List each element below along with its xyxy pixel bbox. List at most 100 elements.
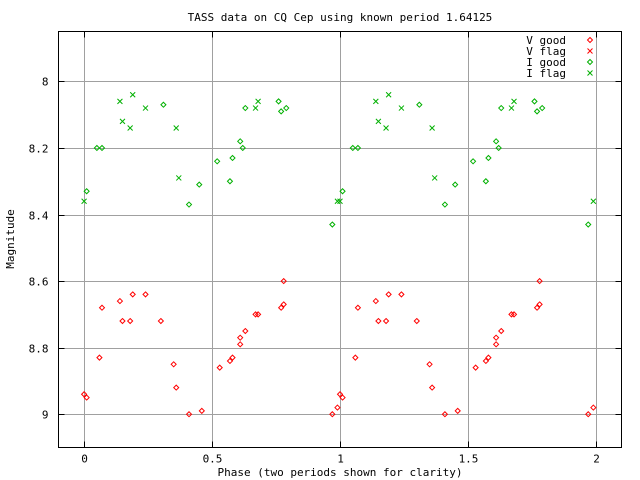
i-good-point [229,154,236,162]
legend-marker-i-good [586,58,594,66]
v-good-point [372,297,380,305]
x-axis-label: Phase (two periods shown for clarity) [217,466,462,479]
i-good-point [495,144,502,152]
i-flag-point [511,98,517,105]
i-good-point [485,154,492,162]
i-flag-point [334,198,341,205]
i-good-point [275,98,282,105]
v-good-point [254,311,262,318]
x-tick-label: 2 [593,453,600,466]
v-good-point [536,301,543,308]
i-good-point [236,138,244,145]
i-good-point [329,221,336,228]
i-flag-point [81,198,87,205]
v-good-point [339,394,346,401]
i-good-point [213,158,221,165]
i-good-point [498,104,505,112]
i-flag-point [255,98,261,105]
v-good-point [198,407,206,415]
y-tick-label: 8.6 [29,276,49,289]
v-good-point [280,301,287,308]
i-good-point [283,104,290,112]
v-good-point [590,404,597,411]
i-good-point [469,158,477,165]
v-good-point [277,304,285,311]
i-good-point [349,144,357,152]
legend-marker-i-flag [587,70,593,76]
v-good-point [252,311,259,318]
i-flag-point [429,125,435,131]
i-good-point [226,178,234,185]
v-good-point [336,391,344,398]
v-good-point [428,384,436,391]
v-good-point [98,304,106,311]
legend-marker-v-good [586,36,594,44]
i-good-point [93,144,101,152]
i-flag-point [508,105,515,111]
v-good-point [185,411,193,418]
v-good-point [533,304,541,311]
v-good-point [382,317,390,325]
chart-title: TASS data on CQ Cep using known period 1… [188,11,493,24]
i-flag-point [590,198,597,205]
i-good-point [492,138,500,145]
plot-frame [58,31,622,448]
v-good-point [354,304,362,311]
v-good-point [236,334,244,341]
axis-ticks: 0 0.5 1 1.5 2 8 8.2 8.4 8.6 8.8 9 [29,31,622,466]
y-tick-label: 8.4 [29,210,49,223]
v-good-point [482,357,490,365]
v-good-point [280,277,287,285]
v-good-point [485,354,492,361]
i-good-point [451,181,459,188]
v-good-point [472,364,479,371]
v-good-point [510,311,518,318]
v-good-point [170,361,177,368]
i-good-point [585,221,592,228]
v-good-point [142,291,149,298]
v-good-point [536,277,543,285]
legend-marker-v-flag [587,48,593,54]
i-good-point [354,144,362,152]
v-good-point [96,354,103,361]
i-good-point [242,104,249,112]
i-good-point [533,108,541,115]
i-flag-point [119,118,126,125]
i-flag-point [117,98,123,105]
y-tick-label: 8 [42,76,49,89]
v-good-point [242,327,249,335]
i-flag-point [129,91,136,98]
i-good-point [531,98,538,105]
v-good-point [229,354,236,361]
v-good-point [585,411,592,418]
i-flag-point [431,175,438,181]
v-good-point [116,297,124,305]
v-good-point [334,404,341,411]
v-good-point [441,411,449,418]
i-flag-point [127,125,134,131]
i-good-point [185,201,193,208]
i-good-point [239,144,246,152]
v-good-point [413,317,420,325]
i-good-point [416,101,423,108]
v-good-point [83,394,90,401]
i-flag-point [175,175,182,181]
v-good-point [226,357,234,365]
v-good-point [385,291,392,298]
i-good-point [277,108,285,115]
v-good-point [129,291,136,298]
i-flag-point [337,198,343,205]
i-flag-point [372,98,379,105]
y-tick-label: 8.2 [29,143,49,156]
v-good-point [508,311,515,318]
x-tick-label: 0.5 [203,453,223,466]
v-good-point [216,364,223,371]
i-flag-point [375,118,382,125]
i-flag-point [173,125,180,131]
i-good-point [538,104,546,112]
x-tick-label: 1 [337,453,344,466]
v-good-point [492,334,500,341]
i-flag-point [383,125,389,131]
